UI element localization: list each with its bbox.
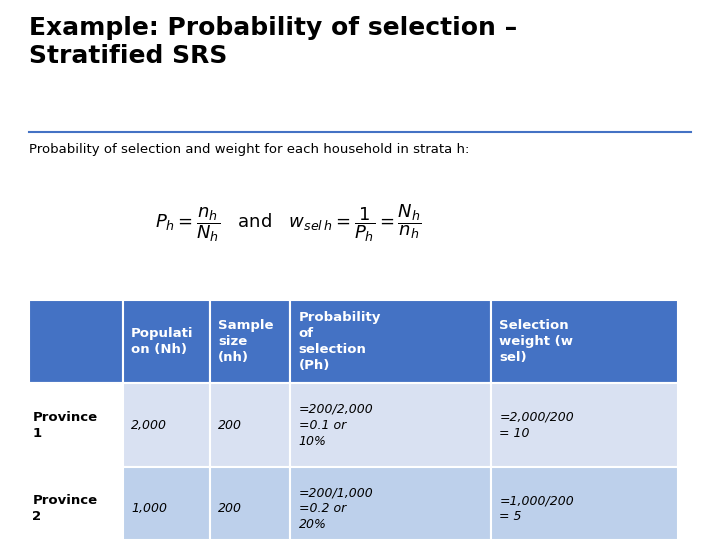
FancyBboxPatch shape xyxy=(122,467,210,540)
Text: =200/2,000
=0.1 or
10%: =200/2,000 =0.1 or 10% xyxy=(299,403,374,448)
FancyBboxPatch shape xyxy=(491,300,678,383)
Text: Populati
on (Nh): Populati on (Nh) xyxy=(131,327,194,356)
FancyBboxPatch shape xyxy=(210,300,290,383)
Text: Probability
of
selection
(Ph): Probability of selection (Ph) xyxy=(299,311,381,372)
Text: 1,000: 1,000 xyxy=(131,502,167,516)
FancyBboxPatch shape xyxy=(29,467,122,540)
Text: 200: 200 xyxy=(218,502,242,516)
FancyBboxPatch shape xyxy=(122,383,210,467)
FancyBboxPatch shape xyxy=(491,467,678,540)
Text: Sample
size
(nh): Sample size (nh) xyxy=(218,319,274,364)
Text: $P_h = \dfrac{n_h}{N_h}$   and   $w_{sel\,h} = \dfrac{1}{P_h} = \dfrac{N_h}{n_h}: $P_h = \dfrac{n_h}{N_h}$ and $w_{sel\,h}… xyxy=(155,202,421,244)
Text: Probability of selection and weight for each household in strata h:: Probability of selection and weight for … xyxy=(29,143,469,156)
Text: =1,000/200
= 5: =1,000/200 = 5 xyxy=(500,495,575,523)
FancyBboxPatch shape xyxy=(290,467,491,540)
FancyBboxPatch shape xyxy=(491,383,678,467)
FancyBboxPatch shape xyxy=(122,300,210,383)
Text: =2,000/200
= 10: =2,000/200 = 10 xyxy=(500,411,575,440)
FancyBboxPatch shape xyxy=(210,467,290,540)
Text: Selection
weight (w
sel): Selection weight (w sel) xyxy=(500,319,573,364)
Text: =200/1,000
=0.2 or
20%: =200/1,000 =0.2 or 20% xyxy=(299,487,374,531)
Text: Province
2: Province 2 xyxy=(32,495,97,523)
Text: 200: 200 xyxy=(218,418,242,432)
FancyBboxPatch shape xyxy=(290,300,491,383)
FancyBboxPatch shape xyxy=(210,383,290,467)
Text: Province
1: Province 1 xyxy=(32,411,97,440)
Text: Example: Probability of selection –
Stratified SRS: Example: Probability of selection – Stra… xyxy=(29,16,517,68)
FancyBboxPatch shape xyxy=(29,383,122,467)
Text: 2,000: 2,000 xyxy=(131,418,167,432)
FancyBboxPatch shape xyxy=(290,383,491,467)
FancyBboxPatch shape xyxy=(29,300,122,383)
